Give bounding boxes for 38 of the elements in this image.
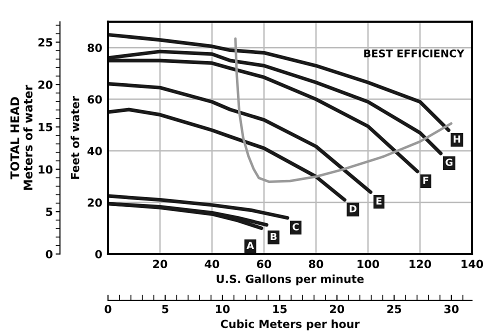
- y-tick-label: 60: [88, 95, 102, 104]
- series-label: A: [246, 242, 254, 249]
- x2-tick-label: 30: [444, 304, 459, 314]
- series-label: H: [454, 136, 460, 143]
- y2-tick-label: 0: [46, 250, 52, 258]
- x-tick-label: 60: [256, 260, 272, 268]
- y2-axis-title: TOTAL HEAD Meters of water: [10, 84, 32, 190]
- y2-tick-label: 5: [46, 208, 52, 216]
- x-tick-label: 80: [308, 260, 324, 268]
- x2-tick-label: 10: [216, 304, 230, 314]
- x2-tick-label: 0: [104, 304, 112, 314]
- y-tick-label: 0: [95, 250, 102, 258]
- x-tick-label: 140: [462, 260, 484, 268]
- x2-tick-label: 5: [162, 304, 168, 314]
- series-label: D: [350, 205, 356, 212]
- series-label: E: [376, 197, 382, 205]
- x-tick-label: 100: [358, 260, 380, 268]
- annotation: BEST EFFICIENCY: [364, 49, 464, 58]
- series-label: C: [292, 223, 299, 230]
- y2-tick-label: 10: [38, 165, 52, 174]
- y2-tick-label: 20: [38, 80, 52, 89]
- x-axis-title: U.S. Gallons per minute: [216, 274, 364, 286]
- x-tick-label: 20: [153, 260, 168, 268]
- y2-tick-label: 15: [38, 123, 52, 132]
- y-tick-label: 80: [88, 44, 102, 52]
- x2-tick-label: 25: [387, 304, 402, 314]
- y-tick-label: 40: [87, 146, 102, 156]
- series-label: B: [270, 232, 277, 240]
- y-tick-label: 20: [88, 198, 102, 207]
- x2-tick-label: 15: [273, 304, 287, 314]
- x-tick-label: 40: [204, 260, 220, 268]
- y-axis-title: Feet of water: [70, 96, 80, 179]
- x2-axis-title: Cubic Meters per hour: [220, 320, 360, 330]
- x2-tick-label: 20: [330, 304, 344, 314]
- series-label: F: [423, 176, 428, 184]
- y2-tick-label: 25: [38, 38, 52, 47]
- x-tick-label: 120: [410, 260, 432, 268]
- series-label: G: [446, 158, 452, 166]
